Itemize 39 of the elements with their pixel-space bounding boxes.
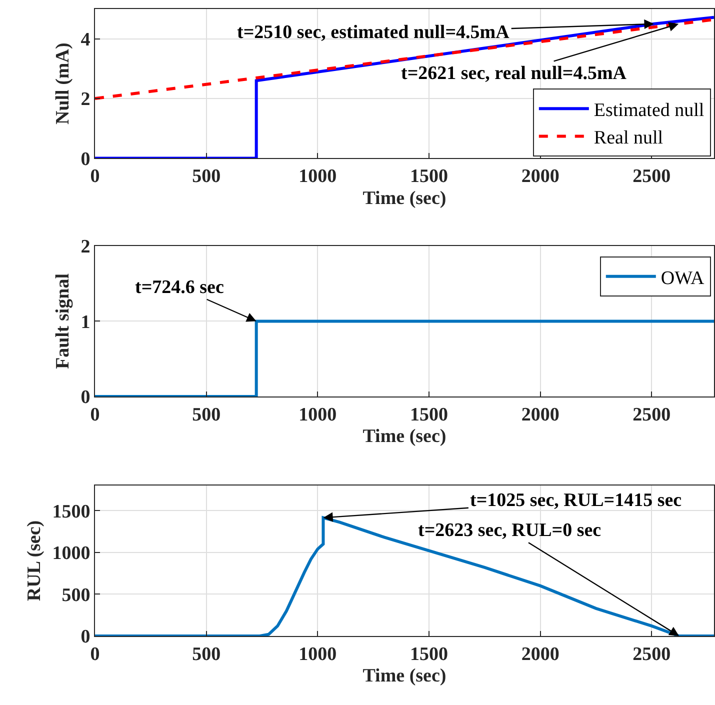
y-axis-title: Fault signal (52, 273, 74, 370)
x-tick-label: 2000 (521, 404, 560, 426)
annotation: t=724.6 sec (135, 277, 224, 298)
y-tick-label: 4 (80, 30, 91, 50)
y-tick-label: 1 (80, 312, 90, 333)
y-tick-label: 2 (80, 236, 90, 258)
x-tick-label: 1500 (410, 644, 448, 665)
y-tick-label: 1500 (52, 501, 90, 522)
x-tick-label: 500 (192, 404, 221, 426)
annotation: t=2621 sec, real null=4.5mA (401, 63, 627, 84)
y-tick-label: 0 (80, 148, 90, 170)
x-axis-title: Time (sec) (362, 666, 446, 687)
y-tick-label: 2 (80, 89, 90, 110)
y-tick-label: 0 (80, 626, 90, 648)
x-tick-label: 1000 (298, 166, 337, 188)
x-tick-label: 1500 (410, 166, 448, 188)
x-tick-label: 2000 (521, 644, 560, 665)
annotation: t=2623 sec, RUL=0 sec (418, 520, 602, 541)
legend-label: Real null (594, 128, 664, 149)
annotation: t=1025 sec, RUL=1415 sec (470, 490, 682, 511)
legend-label: OWA (660, 268, 704, 289)
legend-label: Estimated null (594, 100, 704, 121)
x-tick-label: 2500 (632, 404, 671, 426)
x-tick-label: 1000 (298, 644, 337, 665)
x-tick-label: 2000 (521, 166, 560, 188)
y-tick-label: 0 (80, 387, 90, 408)
y-tick-label: 1000 (52, 543, 90, 564)
annotation: t=2510 sec, estimated null=4.5mA (237, 22, 510, 43)
x-tick-label: 1000 (298, 404, 337, 426)
x-tick-label: 500 (192, 166, 221, 188)
x-axis-title: Time (sec) (362, 426, 446, 448)
y-tick-label: 500 (62, 584, 90, 606)
x-tick-label: 2500 (632, 166, 671, 188)
y-axis-title: RUL (sec) (24, 520, 46, 602)
y-axis-title: Null (mA) (52, 42, 74, 125)
x-axis-title: Time (sec) (362, 188, 446, 209)
x-tick-label: 500 (192, 644, 221, 665)
x-tick-label: 2500 (632, 644, 671, 665)
x-tick-label: 1500 (410, 404, 448, 426)
